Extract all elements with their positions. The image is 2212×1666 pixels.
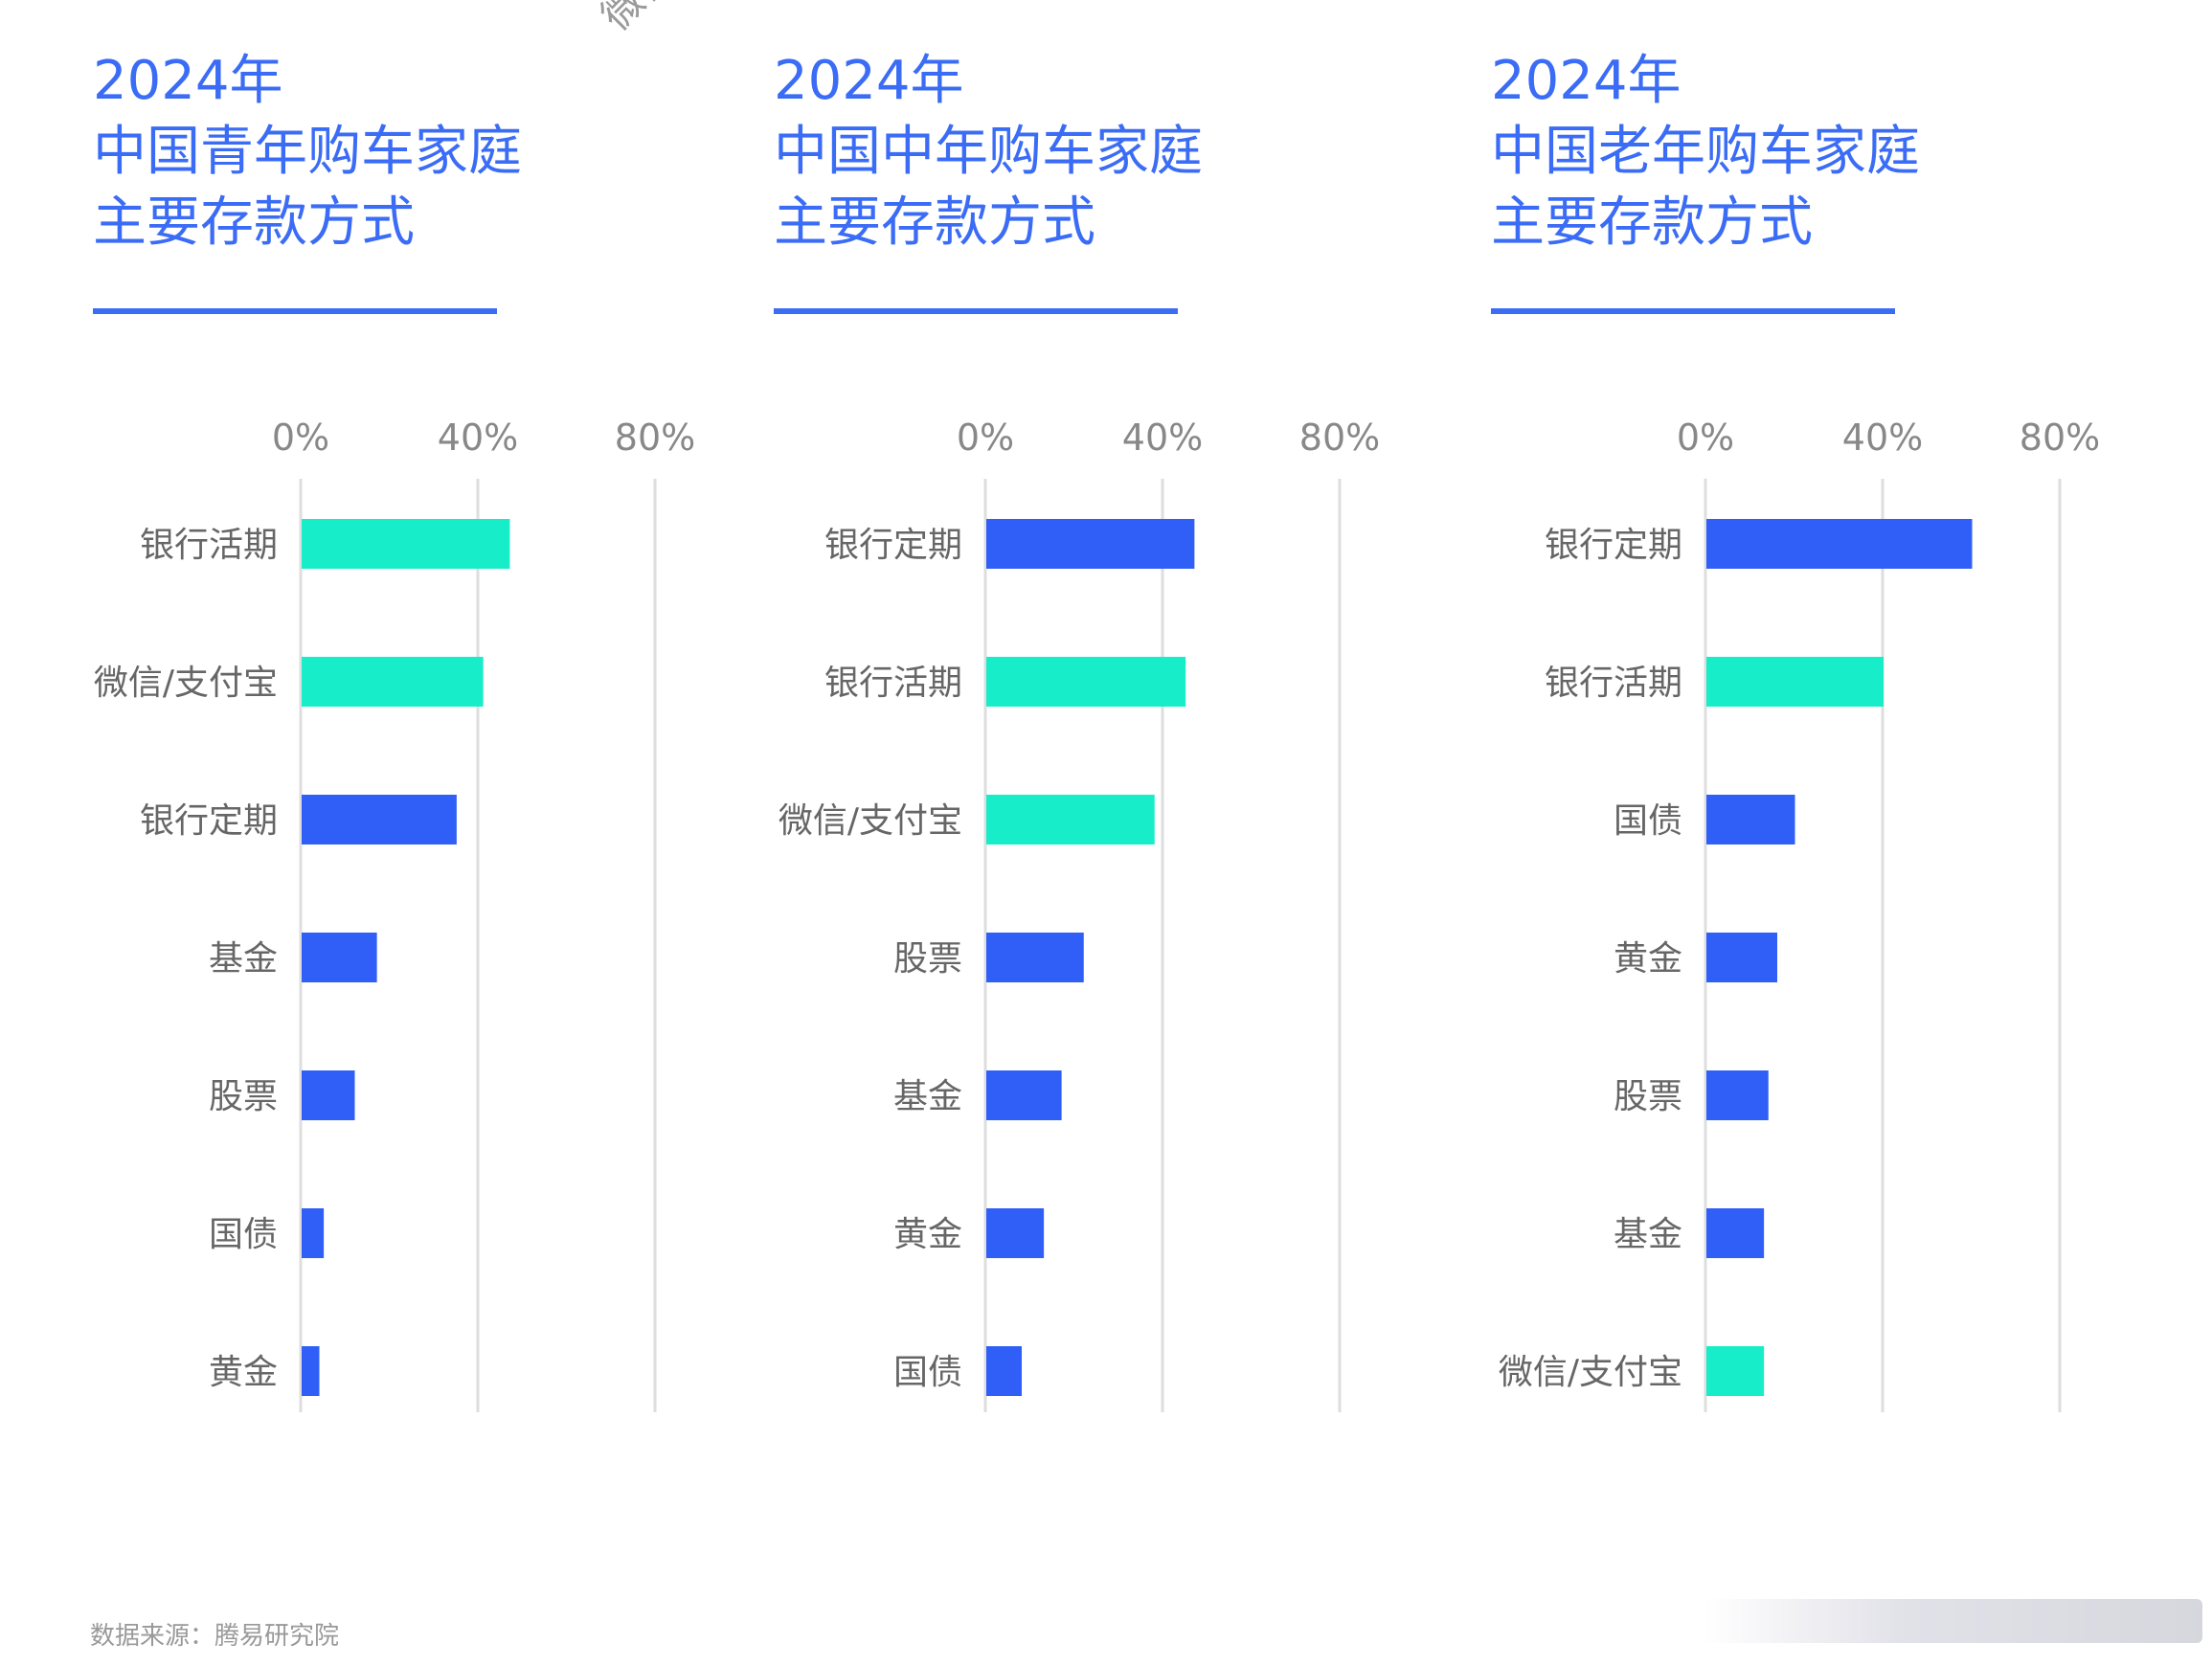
panel-title: 2024年 中国老年购车家庭 主要存款方式 <box>1491 46 1941 259</box>
title-line-subject: 中国青年购车家庭 <box>93 121 522 183</box>
title-line-year: 2024年 <box>93 50 283 112</box>
title-line-year: 2024年 <box>1491 50 1682 112</box>
x-tick-label: 80% <box>1299 416 1380 459</box>
bar <box>302 795 457 844</box>
bar <box>302 1346 320 1396</box>
x-tick-label: 40% <box>438 416 518 459</box>
panel-title: 2024年 中国青年购车家庭 主要存款方式 <box>93 46 543 259</box>
category-label: 基金 <box>209 939 278 979</box>
bar <box>986 657 1186 707</box>
x-tick-label: 80% <box>2020 416 2100 459</box>
chart-panel-middle-aged: 2024年 中国中年购车家庭 主要存款方式 0% 40% 80% 银行定期银行活期微信… <box>774 0 1444 1436</box>
bar <box>1706 1346 1765 1396</box>
x-tick-label: 80% <box>615 416 695 459</box>
category-label: 股票 <box>893 939 962 979</box>
x-tick-label: 0% <box>957 416 1014 459</box>
x-tick-label: 40% <box>1122 416 1203 459</box>
title-line-topic: 主要存款方式 <box>93 191 415 254</box>
category-label: 微信/支付宝 <box>1499 1353 1682 1392</box>
category-label: 银行活期 <box>824 664 962 703</box>
bar <box>986 1346 1022 1396</box>
category-label: 黄金 <box>1614 939 1682 979</box>
bar <box>986 1070 1062 1120</box>
bar <box>1706 795 1795 844</box>
category-label: 股票 <box>1614 1077 1682 1116</box>
bar <box>986 1208 1045 1258</box>
title-underline <box>93 308 497 314</box>
source-note: 数据来源：腾易研究院 <box>90 1622 340 1651</box>
category-label: 银行活期 <box>140 526 278 565</box>
bar <box>302 657 484 707</box>
category-label: 银行定期 <box>140 801 278 841</box>
title-underline <box>1491 308 1895 314</box>
title-line-subject: 中国老年购车家庭 <box>1491 121 1920 183</box>
panel-title: 2024年 中国中年购车家庭 主要存款方式 <box>774 46 1224 259</box>
category-label: 银行定期 <box>824 526 962 565</box>
title-underline <box>774 308 1178 314</box>
bar <box>1706 657 1884 707</box>
bar <box>986 519 1195 569</box>
title-line-year: 2024年 <box>774 50 964 112</box>
bar <box>1706 1070 1769 1120</box>
category-label: 黄金 <box>893 1215 962 1254</box>
category-label: 股票 <box>209 1077 278 1116</box>
x-tick-label: 0% <box>272 416 329 459</box>
title-line-topic: 主要存款方式 <box>1491 191 1813 254</box>
category-label: 基金 <box>1614 1215 1682 1254</box>
category-label: 银行活期 <box>1545 664 1682 703</box>
category-label: 国债 <box>893 1353 962 1392</box>
category-label: 国债 <box>1614 801 1682 841</box>
corner-watermark-fade <box>1704 1599 2202 1643</box>
category-label: 银行定期 <box>1545 526 1682 565</box>
bar <box>302 1070 355 1120</box>
category-label: 黄金 <box>209 1353 278 1392</box>
bar <box>1706 933 1777 982</box>
bar <box>986 795 1155 844</box>
category-label: 国债 <box>209 1215 278 1254</box>
category-label: 基金 <box>893 1077 962 1116</box>
title-line-topic: 主要存款方式 <box>774 191 1095 254</box>
category-label: 微信/支付宝 <box>779 801 962 841</box>
bar <box>1706 519 1973 569</box>
bar <box>302 1208 325 1258</box>
x-tick-label: 40% <box>1842 416 1923 459</box>
bar <box>302 519 510 569</box>
chart-panel-young: 2024年 中国青年购车家庭 主要存款方式 0% 40% 80% 银行活期微信/支付宝… <box>93 0 763 1436</box>
bar <box>1706 1208 1765 1258</box>
bar <box>986 933 1084 982</box>
category-label: 微信/支付宝 <box>94 664 278 703</box>
x-tick-label: 0% <box>1677 416 1734 459</box>
title-line-subject: 中国中年购车家庭 <box>774 121 1203 183</box>
bar <box>302 933 377 982</box>
chart-panel-elderly: 2024年 中国老年购车家庭 主要存款方式 0% 40% 80% 银行定期银行活期国债… <box>1491 0 2161 1436</box>
